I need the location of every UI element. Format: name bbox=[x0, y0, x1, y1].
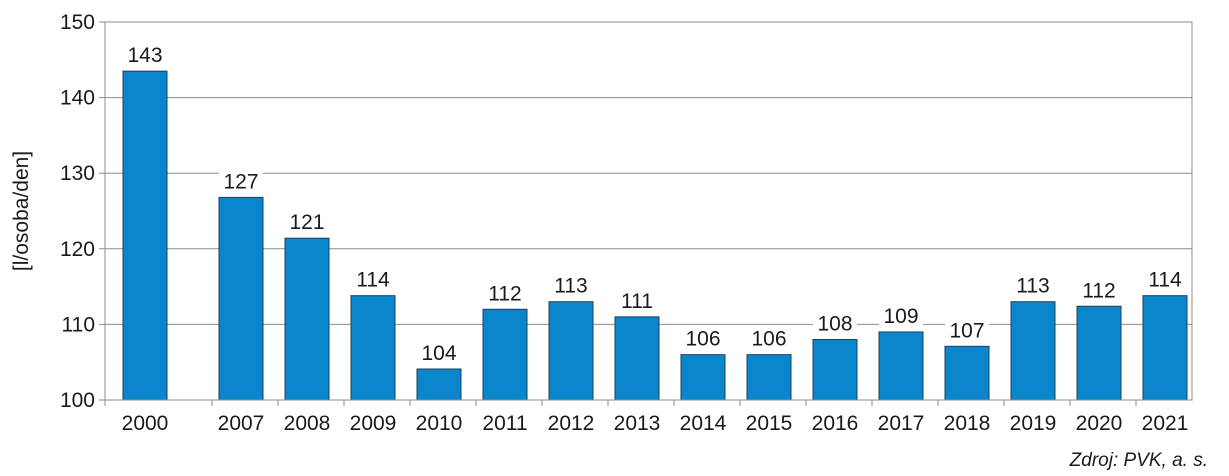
bar-2007 bbox=[218, 196, 264, 401]
data-label-2010: 104 bbox=[421, 342, 456, 365]
bar-2020 bbox=[1076, 305, 1122, 401]
data-label-background bbox=[1143, 266, 1187, 291]
data-label-2016: 108 bbox=[817, 313, 852, 336]
x-tick-label-2021: 2021 bbox=[1142, 412, 1189, 435]
bar-2018 bbox=[944, 345, 990, 401]
x-tick-label-2020: 2020 bbox=[1076, 412, 1123, 435]
bar-2013 bbox=[614, 316, 660, 401]
bar-2011 bbox=[482, 308, 528, 401]
x-tick-label-2000: 2000 bbox=[122, 412, 169, 435]
data-label-background bbox=[747, 325, 791, 350]
bar-2021 bbox=[1142, 295, 1188, 401]
bar-2012 bbox=[548, 301, 594, 401]
data-label-background bbox=[879, 302, 923, 327]
x-axis-ticks: 2000 2007 2008 2009 2010 2011 2012 2013 2014 2015… bbox=[104, 400, 1189, 435]
data-label-2019: 113 bbox=[1016, 275, 1049, 298]
x-tick-label-2017: 2017 bbox=[878, 412, 925, 435]
data-label-2007: 127 bbox=[223, 170, 258, 193]
data-label-2014: 106 bbox=[685, 328, 720, 351]
y-tick-label: 120 bbox=[60, 238, 95, 261]
bar-2008 bbox=[284, 237, 330, 401]
data-label-background bbox=[483, 280, 527, 305]
y-axis-ticks: 100 110 120 130 140 150 bbox=[60, 11, 95, 412]
bar-2019 bbox=[1010, 301, 1056, 401]
x-tick-label-2007: 2007 bbox=[218, 412, 265, 435]
bar-2014 bbox=[680, 354, 726, 401]
plot-frame bbox=[104, 21, 1193, 401]
data-label-background bbox=[1077, 277, 1121, 302]
data-label-background bbox=[945, 317, 989, 342]
y-tick-label: 130 bbox=[60, 162, 95, 185]
x-tick-label-2019: 2019 bbox=[1010, 412, 1057, 435]
x-tick-label-2018: 2018 bbox=[944, 412, 991, 435]
data-label-2000: 143 bbox=[127, 44, 162, 67]
data-label-2013: 111 bbox=[621, 290, 653, 313]
x-tick-label-2015: 2015 bbox=[746, 412, 793, 435]
x-tick-label-2012: 2012 bbox=[548, 412, 595, 435]
data-label-2020: 112 bbox=[1082, 279, 1115, 302]
bar-2015 bbox=[746, 354, 792, 401]
data-label-2021: 114 bbox=[1148, 269, 1182, 292]
bar-2009 bbox=[350, 295, 396, 401]
data-label-2015: 106 bbox=[751, 328, 786, 351]
data-label-background bbox=[123, 42, 167, 67]
bar-2016 bbox=[812, 339, 858, 401]
x-tick-label-2010: 2010 bbox=[416, 412, 463, 435]
data-label-background bbox=[813, 310, 857, 335]
data-label-2017: 109 bbox=[883, 305, 918, 328]
source-note: Zdroj: PVK, a. s. bbox=[1069, 450, 1208, 471]
x-tick-label-2014: 2014 bbox=[680, 412, 727, 435]
data-label-2018: 107 bbox=[949, 319, 984, 342]
data-label-background bbox=[219, 168, 263, 193]
data-label-background bbox=[549, 272, 593, 297]
data-label-2008: 121 bbox=[289, 211, 324, 234]
data-label-background bbox=[615, 287, 659, 312]
y-tick-label: 110 bbox=[62, 313, 95, 336]
x-tick-label-2008: 2008 bbox=[284, 412, 331, 435]
data-label-2011: 112 bbox=[488, 282, 521, 305]
bar-2010 bbox=[416, 368, 462, 401]
x-tick-label-2011: 2011 bbox=[482, 412, 527, 435]
data-labels: 143 127 121 114 104 112 113 111 106 106 108 109 107 1… bbox=[123, 42, 1187, 365]
bars bbox=[122, 70, 1188, 401]
data-label-background bbox=[417, 340, 461, 365]
data-label-background bbox=[285, 209, 329, 234]
x-tick-label-2016: 2016 bbox=[812, 412, 859, 435]
data-label-background bbox=[681, 325, 725, 350]
data-label-background bbox=[1011, 272, 1055, 297]
y-tick-label: 100 bbox=[60, 389, 95, 412]
data-label-2012: 113 bbox=[554, 275, 587, 298]
y-axis-label: [l/osoba/den] bbox=[10, 151, 33, 271]
data-label-background bbox=[351, 266, 395, 291]
bar-2000 bbox=[122, 70, 168, 401]
x-tick-label-2009: 2009 bbox=[350, 412, 397, 435]
x-tick-label-2013: 2013 bbox=[614, 412, 661, 435]
y-tick-label: 140 bbox=[60, 87, 95, 110]
y-tick-label: 150 bbox=[60, 11, 95, 34]
data-label-2009: 114 bbox=[356, 269, 390, 292]
bar-2017 bbox=[878, 331, 924, 401]
